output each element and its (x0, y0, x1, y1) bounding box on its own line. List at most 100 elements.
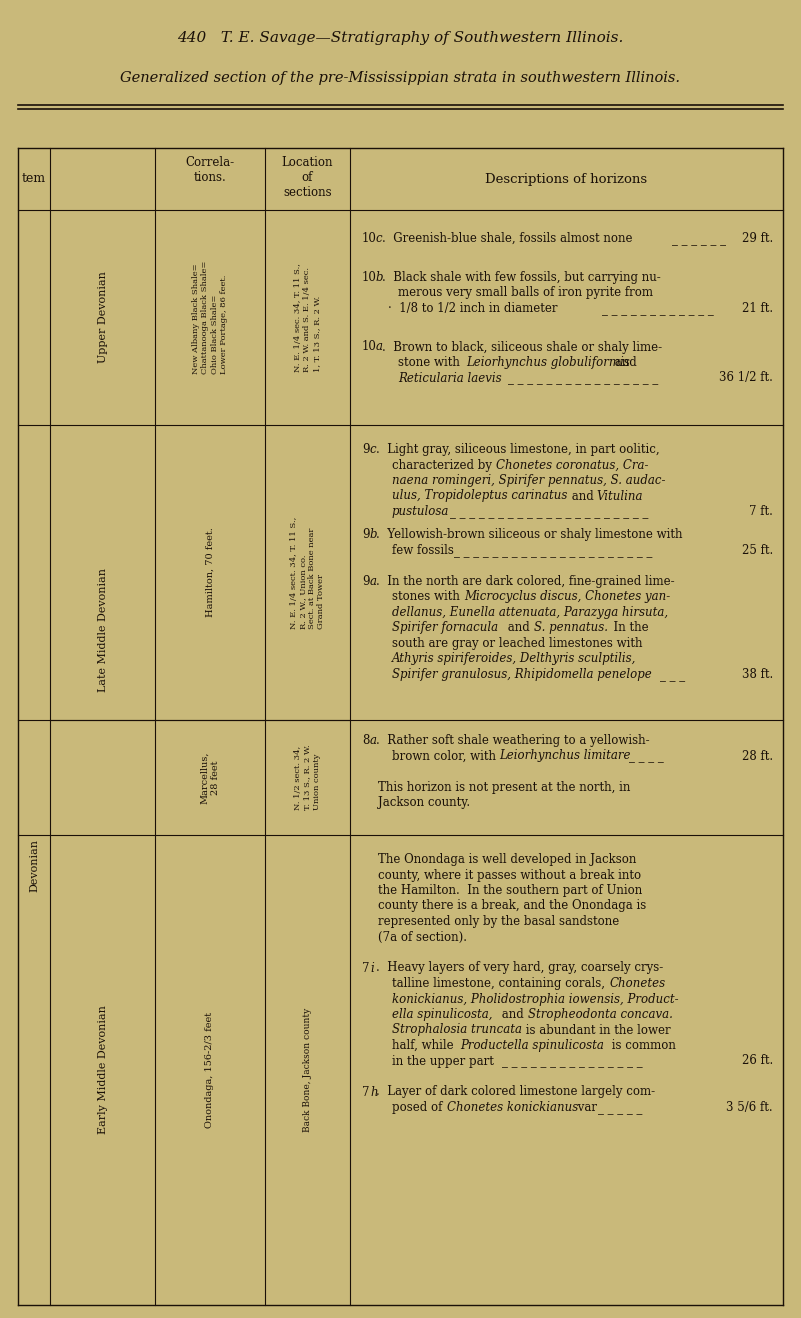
Text: and: and (498, 1008, 528, 1021)
Text: (7a of section).: (7a of section). (378, 931, 467, 944)
Text: The Onondaga is well developed in Jackson: The Onondaga is well developed in Jackso… (378, 853, 636, 866)
Text: _ _ _ _ _ _ _ _ _ _ _ _: _ _ _ _ _ _ _ _ _ _ _ _ (602, 302, 714, 315)
Text: and: and (611, 356, 637, 369)
Text: _ _ _ _ _ _: _ _ _ _ _ _ (672, 232, 726, 245)
Text: This horizon is not present at the north, in: This horizon is not present at the north… (378, 780, 630, 793)
Text: Athyris spiriferoides, Delthyris sculptilis,: Athyris spiriferoides, Delthyris sculpti… (392, 652, 636, 666)
Text: 440   T. E. Savage—Stratigraphy of Southwestern Illinois.: 440 T. E. Savage—Stratigraphy of Southwe… (177, 32, 624, 45)
Text: tem: tem (22, 173, 46, 186)
Text: Onondaga, 156-2/3 feet: Onondaga, 156-2/3 feet (206, 1012, 215, 1128)
Text: Vitulina: Vitulina (596, 489, 642, 502)
Text: in the upper part: in the upper part (392, 1054, 497, 1068)
Text: and: and (568, 489, 598, 502)
Text: Stropheodonta concava.: Stropheodonta concava. (528, 1008, 673, 1021)
Text: _ _ _ _ _ _ _ _ _ _ _ _ _ _ _ _ _ _ _ _ _: _ _ _ _ _ _ _ _ _ _ _ _ _ _ _ _ _ _ _ _ … (454, 544, 652, 556)
Text: Late Middle Devonian: Late Middle Devonian (98, 568, 107, 692)
Text: .  Brown to black, siliceous shale or shaly lime-: . Brown to black, siliceous shale or sha… (382, 340, 662, 353)
Text: c: c (376, 232, 383, 245)
Text: b: b (370, 529, 377, 542)
Text: Reticularia laevis: Reticularia laevis (398, 372, 501, 385)
Text: ·  1/8 to 1/2 inch in diameter: · 1/8 to 1/2 inch in diameter (388, 302, 557, 315)
Text: 10: 10 (362, 340, 377, 353)
Text: talline limestone, containing corals,: talline limestone, containing corals, (392, 977, 609, 990)
Text: Spirifer fornacula: Spirifer fornacula (392, 621, 498, 634)
Text: 9: 9 (362, 529, 369, 542)
Text: Hamilton, 70 feet.: Hamilton, 70 feet. (206, 527, 215, 617)
Text: .  In the north are dark colored, fine-grained lime-: . In the north are dark colored, fine-gr… (376, 575, 674, 588)
Text: Generalized section of the pre-Mississippian strata in southwestern Illinois.: Generalized section of the pre-Mississip… (120, 71, 681, 84)
Text: 9: 9 (362, 575, 369, 588)
Text: N. E. 1/4 sec. 34, T. 11 S.,
R. 2 W. and S. E. 1/4 sec.
1, T. 13 S., R. 2 W.: N. E. 1/4 sec. 34, T. 11 S., R. 2 W. and… (294, 264, 320, 372)
Text: characterized by: characterized by (392, 459, 496, 472)
Text: b: b (376, 270, 384, 283)
Text: Leiorhynchus limitare: Leiorhynchus limitare (499, 750, 630, 763)
Text: _ _ _ _ _ _ _ _ _ _ _ _ _ _ _: _ _ _ _ _ _ _ _ _ _ _ _ _ _ _ (502, 1054, 642, 1068)
Text: konickianus, Pholidostrophia iowensis, Product-: konickianus, Pholidostrophia iowensis, P… (392, 992, 678, 1006)
Text: the Hamilton.  In the southern part of Union: the Hamilton. In the southern part of Un… (378, 884, 642, 898)
Text: stones with: stones with (392, 590, 464, 604)
Text: a: a (370, 575, 377, 588)
Text: Devonian: Devonian (29, 838, 39, 891)
Text: is common: is common (608, 1039, 676, 1052)
Text: _ _ _ _ _ _ _ _ _ _ _ _ _ _ _ _: _ _ _ _ _ _ _ _ _ _ _ _ _ _ _ _ (508, 372, 658, 385)
Text: 10: 10 (362, 270, 377, 283)
Text: _ _ _: _ _ _ (660, 668, 685, 681)
Text: merous very small balls of iron pyrite from: merous very small balls of iron pyrite f… (398, 286, 653, 299)
Text: 7 ft.: 7 ft. (749, 505, 773, 518)
Text: county, where it passes without a break into: county, where it passes without a break … (378, 869, 641, 882)
Text: Spirifer granulosus, Rhipidomella penelope: Spirifer granulosus, Rhipidomella penelo… (392, 668, 652, 681)
Text: 7: 7 (362, 962, 369, 974)
Text: 28 ft.: 28 ft. (742, 750, 773, 763)
Text: represented only by the basal sandstone: represented only by the basal sandstone (378, 915, 619, 928)
Text: Correla-
tions.: Correla- tions. (186, 156, 235, 185)
Text: county there is a break, and the Onondaga is: county there is a break, and the Onondag… (378, 899, 646, 912)
Text: Descriptions of horizons: Descriptions of horizons (485, 173, 647, 186)
Text: Productella spinulicosta: Productella spinulicosta (460, 1039, 604, 1052)
Text: Chonetes konickianus: Chonetes konickianus (447, 1101, 578, 1114)
Text: New Albany Black Shale=
Chattanooga Black Shale=
Ohio Black Shale=
Lower Portage: New Albany Black Shale= Chattanooga Blac… (192, 261, 227, 374)
Text: few fossils: few fossils (392, 544, 457, 556)
Text: 21 ft.: 21 ft. (742, 302, 773, 315)
Text: 38 ft.: 38 ft. (742, 668, 773, 681)
Text: half, while: half, while (392, 1039, 457, 1052)
Text: Strophalosia truncata: Strophalosia truncata (392, 1024, 522, 1036)
Text: _ _ _ _: _ _ _ _ (629, 750, 664, 763)
Text: pustulosa: pustulosa (392, 505, 449, 518)
Text: _ _ _ _ _ _ _ _ _ _ _ _ _ _ _ _ _ _ _ _ _: _ _ _ _ _ _ _ _ _ _ _ _ _ _ _ _ _ _ _ _ … (450, 505, 648, 518)
Text: Chonetes coronatus, Cra-: Chonetes coronatus, Cra- (496, 459, 649, 472)
Text: c: c (370, 443, 376, 456)
Text: 7: 7 (362, 1086, 369, 1098)
Text: Jackson county.: Jackson county. (378, 796, 470, 809)
Text: a: a (370, 734, 377, 747)
Text: and: and (504, 621, 533, 634)
Text: ella spinulicosta,: ella spinulicosta, (392, 1008, 493, 1021)
Text: Upper Devonian: Upper Devonian (98, 272, 107, 364)
Text: Chonetes: Chonetes (610, 977, 666, 990)
Text: 10: 10 (362, 232, 377, 245)
Text: .  Greenish-blue shale, fossils almost none: . Greenish-blue shale, fossils almost no… (382, 232, 633, 245)
Text: 25 ft.: 25 ft. (742, 544, 773, 556)
Text: h: h (370, 1086, 377, 1098)
Text: .  Layer of dark colored limestone largely com-: . Layer of dark colored limestone largel… (376, 1086, 655, 1098)
Text: N. 1/2 sect. 34,
T. 13 S., R. 2 W.
Union county: N. 1/2 sect. 34, T. 13 S., R. 2 W. Union… (294, 745, 320, 811)
Text: dellanus, Eunella attenuata, Parazyga hirsuta,: dellanus, Eunella attenuata, Parazyga hi… (392, 606, 668, 618)
Text: .  Black shale with few fossils, but carrying nu-: . Black shale with few fossils, but carr… (382, 270, 661, 283)
Text: Back Bone, Jackson county: Back Bone, Jackson county (303, 1008, 312, 1132)
Text: ulus, Tropidoleptus carinatus: ulus, Tropidoleptus carinatus (392, 489, 567, 502)
Text: 29 ft.: 29 ft. (742, 232, 773, 245)
Text: var: var (574, 1101, 597, 1114)
Text: stone with: stone with (398, 356, 464, 369)
Text: a: a (376, 340, 383, 353)
Text: 36 1/2 ft.: 36 1/2 ft. (719, 372, 773, 385)
Text: Location
of
sections: Location of sections (282, 156, 333, 199)
Text: is abundant in the lower: is abundant in the lower (522, 1024, 670, 1036)
Text: N. E. 1/4 sect. 34, T. 11 S.,
R. 2 W., Union co.
Sect. at Back Bone near
Grand T: N. E. 1/4 sect. 34, T. 11 S., R. 2 W., U… (290, 517, 325, 629)
Text: S. pennatus.: S. pennatus. (534, 621, 608, 634)
Text: .  Rather soft shale weathering to a yellowish-: . Rather soft shale weathering to a yell… (376, 734, 650, 747)
Text: .  Yellowish-brown siliceous or shaly limestone with: . Yellowish-brown siliceous or shaly lim… (376, 529, 682, 542)
Text: posed of: posed of (392, 1101, 446, 1114)
Text: brown color, with: brown color, with (392, 750, 500, 763)
Text: 8: 8 (362, 734, 369, 747)
Text: Leiorhynchus globuliformis: Leiorhynchus globuliformis (466, 356, 630, 369)
Text: naena romingeri, Spirifer pennatus, S. audac-: naena romingeri, Spirifer pennatus, S. a… (392, 474, 666, 486)
